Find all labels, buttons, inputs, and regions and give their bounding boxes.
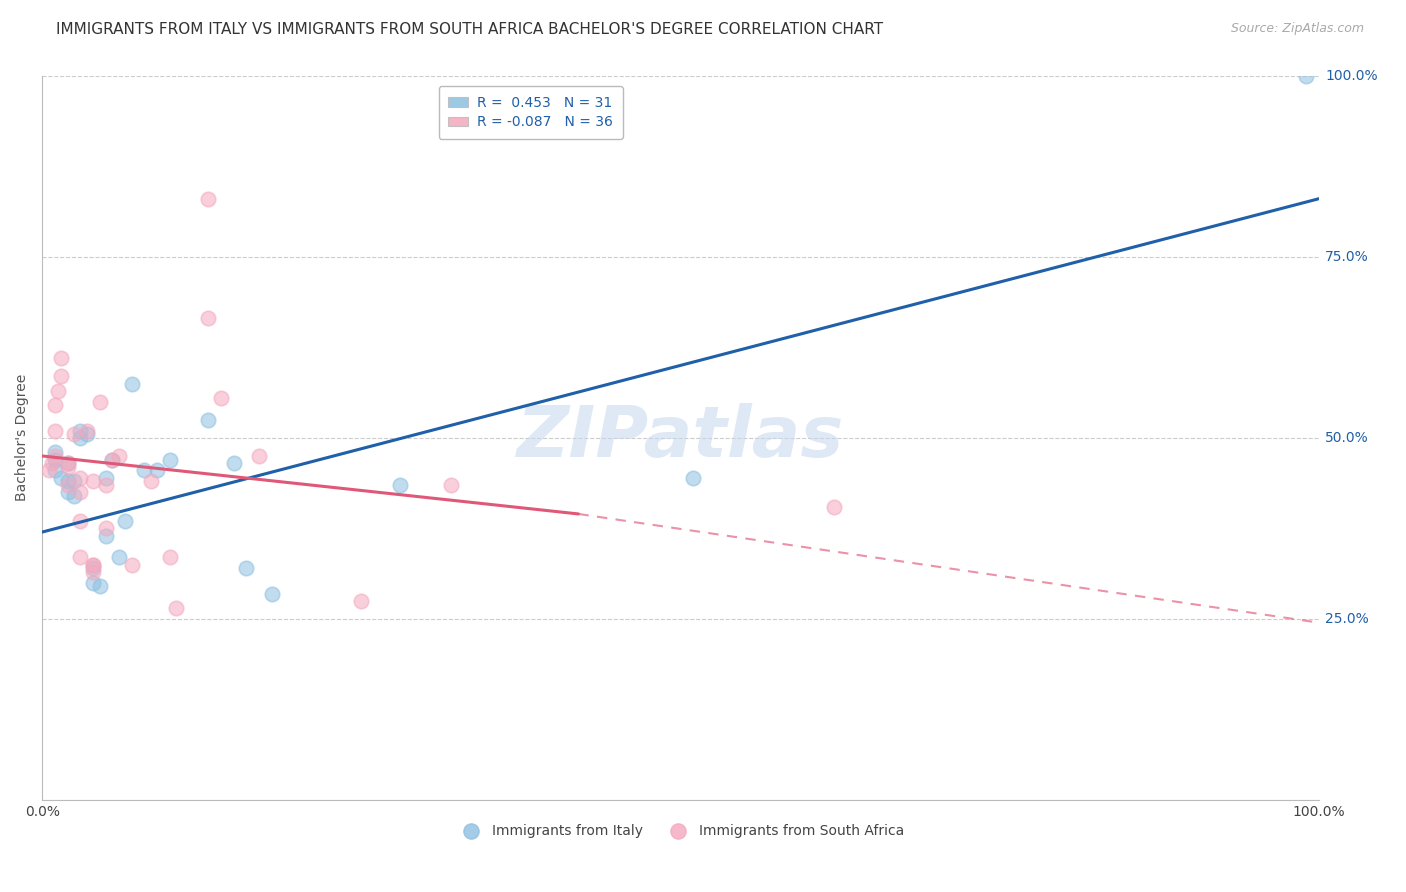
Point bbox=[159, 452, 181, 467]
Point bbox=[44, 445, 66, 459]
Point bbox=[197, 413, 219, 427]
Point bbox=[107, 449, 129, 463]
Point bbox=[76, 427, 98, 442]
Point bbox=[682, 471, 704, 485]
Point bbox=[51, 351, 73, 366]
Text: 25.0%: 25.0% bbox=[1326, 612, 1369, 626]
Point bbox=[101, 452, 124, 467]
Point bbox=[159, 550, 181, 565]
Point bbox=[46, 384, 69, 398]
Text: 100.0%: 100.0% bbox=[1326, 69, 1378, 83]
Point bbox=[69, 424, 91, 438]
Point bbox=[63, 475, 86, 489]
Point bbox=[44, 463, 66, 477]
Point bbox=[69, 431, 91, 445]
Point bbox=[82, 558, 104, 572]
Point bbox=[209, 391, 232, 405]
Text: ZIPatlas: ZIPatlas bbox=[517, 403, 844, 473]
Point bbox=[101, 452, 124, 467]
Point bbox=[114, 514, 136, 528]
Point bbox=[44, 424, 66, 438]
Point bbox=[350, 594, 373, 608]
Point bbox=[38, 463, 60, 477]
Point bbox=[89, 394, 111, 409]
Point bbox=[260, 587, 283, 601]
Point bbox=[247, 449, 270, 463]
Point bbox=[94, 478, 117, 492]
Point bbox=[94, 521, 117, 535]
Point bbox=[56, 475, 79, 489]
Point bbox=[56, 485, 79, 500]
Point bbox=[89, 579, 111, 593]
Point bbox=[51, 471, 73, 485]
Point bbox=[69, 485, 91, 500]
Y-axis label: Bachelor's Degree: Bachelor's Degree bbox=[15, 375, 30, 501]
Point bbox=[51, 369, 73, 384]
Point bbox=[82, 561, 104, 575]
Point bbox=[94, 471, 117, 485]
Point bbox=[56, 459, 79, 474]
Point bbox=[63, 489, 86, 503]
Point bbox=[56, 456, 79, 470]
Point bbox=[56, 478, 79, 492]
Point bbox=[76, 424, 98, 438]
Point bbox=[107, 550, 129, 565]
Point bbox=[197, 192, 219, 206]
Point bbox=[139, 475, 162, 489]
Point bbox=[146, 463, 169, 477]
Point bbox=[165, 601, 187, 615]
Text: 50.0%: 50.0% bbox=[1326, 431, 1369, 445]
Point bbox=[82, 558, 104, 572]
Point bbox=[69, 471, 91, 485]
Point bbox=[222, 456, 245, 470]
Text: IMMIGRANTS FROM ITALY VS IMMIGRANTS FROM SOUTH AFRICA BACHELOR'S DEGREE CORRELAT: IMMIGRANTS FROM ITALY VS IMMIGRANTS FROM… bbox=[56, 22, 883, 37]
Point bbox=[69, 550, 91, 565]
Point bbox=[56, 456, 79, 470]
Point bbox=[82, 575, 104, 590]
Point bbox=[44, 449, 66, 463]
Point bbox=[440, 478, 463, 492]
Point bbox=[197, 311, 219, 326]
Point bbox=[41, 456, 63, 470]
Text: Source: ZipAtlas.com: Source: ZipAtlas.com bbox=[1230, 22, 1364, 36]
Point bbox=[134, 463, 156, 477]
Point bbox=[388, 478, 411, 492]
Point bbox=[69, 514, 91, 528]
Point bbox=[235, 561, 257, 575]
Point bbox=[121, 376, 143, 391]
Point bbox=[1295, 69, 1317, 83]
Point bbox=[121, 558, 143, 572]
Text: 75.0%: 75.0% bbox=[1326, 250, 1369, 264]
Point bbox=[82, 475, 104, 489]
Legend: Immigrants from Italy, Immigrants from South Africa: Immigrants from Italy, Immigrants from S… bbox=[451, 819, 910, 844]
Point bbox=[823, 500, 845, 514]
Point bbox=[94, 529, 117, 543]
Point bbox=[82, 565, 104, 579]
Point bbox=[44, 452, 66, 467]
Point bbox=[44, 398, 66, 412]
Point bbox=[63, 427, 86, 442]
